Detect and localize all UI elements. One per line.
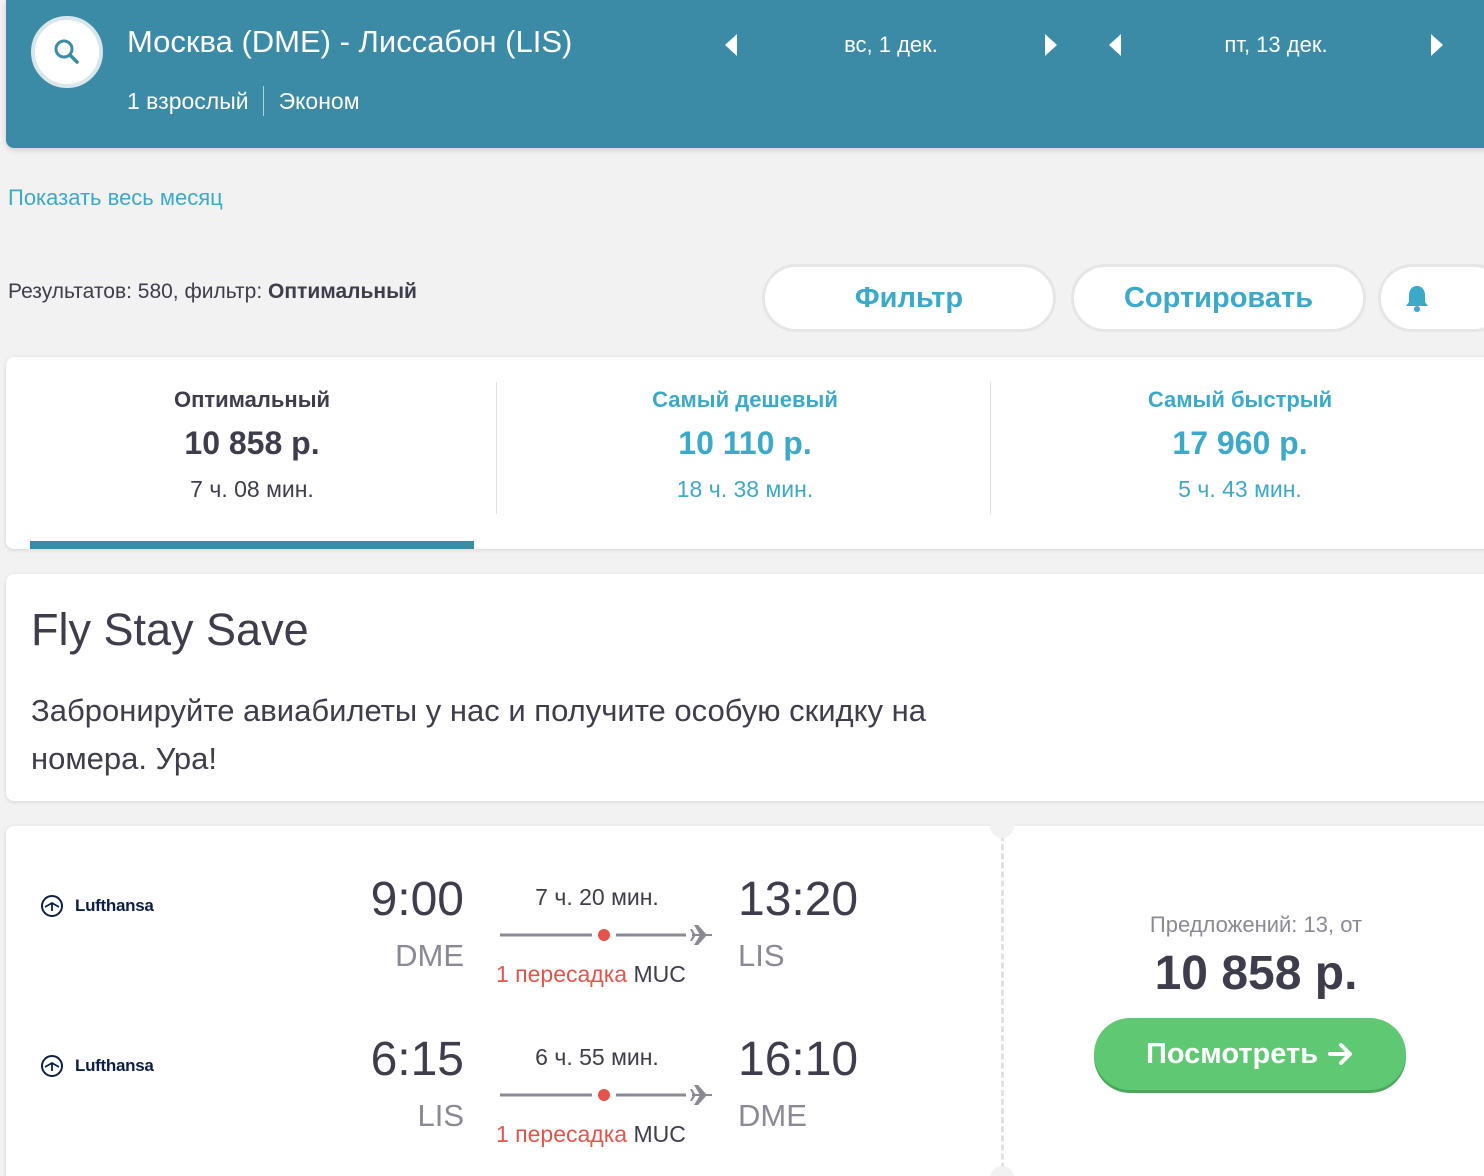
view-offer-button[interactable]: Посмотреть	[1094, 1018, 1406, 1090]
filter-button[interactable]: Фильтр	[762, 264, 1056, 332]
promo-title: Fly Stay Save	[31, 604, 309, 655]
flight-leg-return: Lufthansa 6:15 LIS 6 ч. 55 мин. 1 переса…	[6, 998, 996, 1147]
lufthansa-logo-icon	[41, 895, 63, 917]
search-header: Москва (DME) - Лиссабон (LIS) 1 взрослый…	[6, 0, 1484, 148]
stop-airport: MUC	[633, 961, 686, 987]
tab-price: 10 858 р.	[184, 425, 320, 461]
chevron-right-icon	[1431, 34, 1443, 56]
tab-label: Самый дешевый	[652, 387, 838, 412]
offers-count: Предложений: 13, от	[1149, 912, 1363, 937]
plane-icon	[690, 1085, 712, 1105]
depart-prev-button[interactable]	[716, 30, 746, 60]
stops-info[interactable]: 1 пересадка MUC	[496, 1121, 686, 1148]
departure-time: 9:00	[370, 873, 464, 926]
return-prev-button[interactable]	[1100, 30, 1130, 60]
tab-price: 10 110 р.	[678, 425, 812, 461]
departure-airport: DME	[395, 938, 464, 973]
results-filter-name: Оптимальный	[268, 280, 417, 303]
stops-count: 1 пересадка	[496, 961, 628, 987]
tab-label: Оптимальный	[173, 387, 331, 412]
depart-date[interactable]: вс, 1 дек.	[844, 32, 938, 57]
tab-duration: 18 ч. 38 мин.	[676, 476, 814, 502]
departure-airport: LIS	[417, 1098, 464, 1133]
search-button[interactable]	[31, 16, 103, 88]
cabin-label: Эконом	[278, 87, 360, 114]
search-icon	[54, 39, 79, 64]
tab-label: Самый быстрый	[1147, 387, 1333, 412]
active-tab-indicator	[30, 541, 474, 549]
departure-time: 6:15	[370, 1033, 464, 1086]
route-line	[500, 925, 712, 945]
tab-divider	[496, 382, 497, 514]
sort-tabs: Оптимальный 10 858 р. 7 ч. 08 мин. Самый…	[6, 357, 1484, 549]
return-next-button[interactable]	[1422, 30, 1452, 60]
flight-card[interactable]: Lufthansa 9:00 DME 7 ч. 20 мин. 1 переса…	[6, 814, 1484, 1176]
plane-icon	[690, 925, 712, 945]
route-title[interactable]: Москва (DME) - Лиссабон (LIS)	[127, 24, 573, 59]
route-line	[500, 1085, 712, 1105]
card-notch	[990, 1166, 1014, 1176]
airline: Lufthansa	[40, 1054, 154, 1078]
arrival-airport: DME	[738, 1098, 807, 1133]
flight-duration: 7 ч. 20 мин.	[535, 884, 659, 910]
airline-name: Lufthansa	[75, 1056, 154, 1075]
chevron-left-icon	[1109, 34, 1121, 56]
card-notch	[990, 814, 1014, 838]
lufthansa-logo-icon	[41, 1055, 63, 1077]
tab-duration: 5 ч. 43 мин.	[1178, 476, 1302, 502]
show-month-link[interactable]: Показать весь месяц	[8, 185, 223, 210]
trip-meta[interactable]: 1 взрослый Эконом	[127, 86, 360, 116]
tab-duration: 7 ч. 08 мин.	[190, 476, 314, 502]
tab-divider	[990, 382, 991, 514]
passengers-label: 1 взрослый	[127, 87, 249, 114]
meta-divider	[262, 86, 264, 116]
promo-banner[interactable]: Fly Stay Save Забронируйте авиабилеты у …	[6, 574, 1484, 801]
sort-button[interactable]: Сортировать	[1071, 264, 1366, 332]
arrival-time: 16:10	[738, 1033, 859, 1086]
flight-duration: 6 ч. 55 мин.	[535, 1044, 659, 1070]
bell-icon	[1406, 286, 1428, 312]
tab-price: 17 960 р.	[1172, 425, 1308, 461]
card-divider	[1001, 826, 1004, 1176]
results-count: Результатов: 580, фильтр:	[8, 280, 269, 303]
return-date[interactable]: пт, 13 дек.	[1224, 32, 1328, 57]
airline-name: Lufthansa	[75, 896, 154, 915]
depart-date-nav: вс, 1 дек.	[716, 30, 1066, 60]
promo-text: Забронируйте авиабилеты у нас и получите…	[31, 693, 927, 776]
depart-next-button[interactable]	[1036, 30, 1066, 60]
results-summary: Результатов: 580, фильтр: Оптимальный	[8, 280, 417, 304]
flight-price: 10 858 р.	[1154, 947, 1358, 1000]
tab-optimal[interactable]: Оптимальный 10 858 р. 7 ч. 08 мин.	[30, 357, 474, 549]
stops-count: 1 пересадка	[496, 1121, 628, 1147]
chevron-left-icon	[725, 34, 737, 56]
stops-info[interactable]: 1 пересадка MUC	[496, 961, 686, 988]
price-alert-button[interactable]	[1378, 264, 1484, 332]
arrow-right-icon	[1328, 1043, 1353, 1065]
airline: Lufthansa	[40, 894, 154, 918]
arrival-airport: LIS	[738, 938, 785, 973]
tab-fastest[interactable]: Самый быстрый 17 960 р. 5 ч. 43 мин.	[992, 357, 1484, 549]
flight-leg-outbound: Lufthansa 9:00 DME 7 ч. 20 мин. 1 переса…	[6, 838, 996, 987]
return-date-nav: пт, 13 дек.	[1100, 30, 1452, 60]
stop-airport: MUC	[633, 1121, 686, 1147]
view-offer-label: Посмотреть	[1145, 1037, 1319, 1070]
tab-cheapest[interactable]: Самый дешевый 10 110 р. 18 ч. 38 мин.	[498, 357, 992, 549]
chevron-right-icon	[1045, 34, 1057, 56]
arrival-time: 13:20	[738, 873, 859, 926]
